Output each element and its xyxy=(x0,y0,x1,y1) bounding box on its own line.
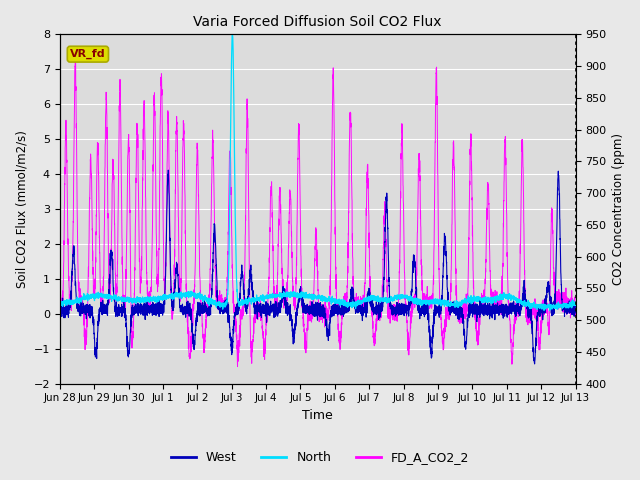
Y-axis label: CO2 Concentration (ppm): CO2 Concentration (ppm) xyxy=(612,133,625,285)
X-axis label: Time: Time xyxy=(302,409,333,422)
Title: Varia Forced Diffusion Soil CO2 Flux: Varia Forced Diffusion Soil CO2 Flux xyxy=(193,15,442,29)
Legend: West, North, FD_A_CO2_2: West, North, FD_A_CO2_2 xyxy=(166,446,474,469)
Y-axis label: Soil CO2 Flux (mmol/m2/s): Soil CO2 Flux (mmol/m2/s) xyxy=(15,130,28,288)
Text: VR_fd: VR_fd xyxy=(70,49,106,60)
